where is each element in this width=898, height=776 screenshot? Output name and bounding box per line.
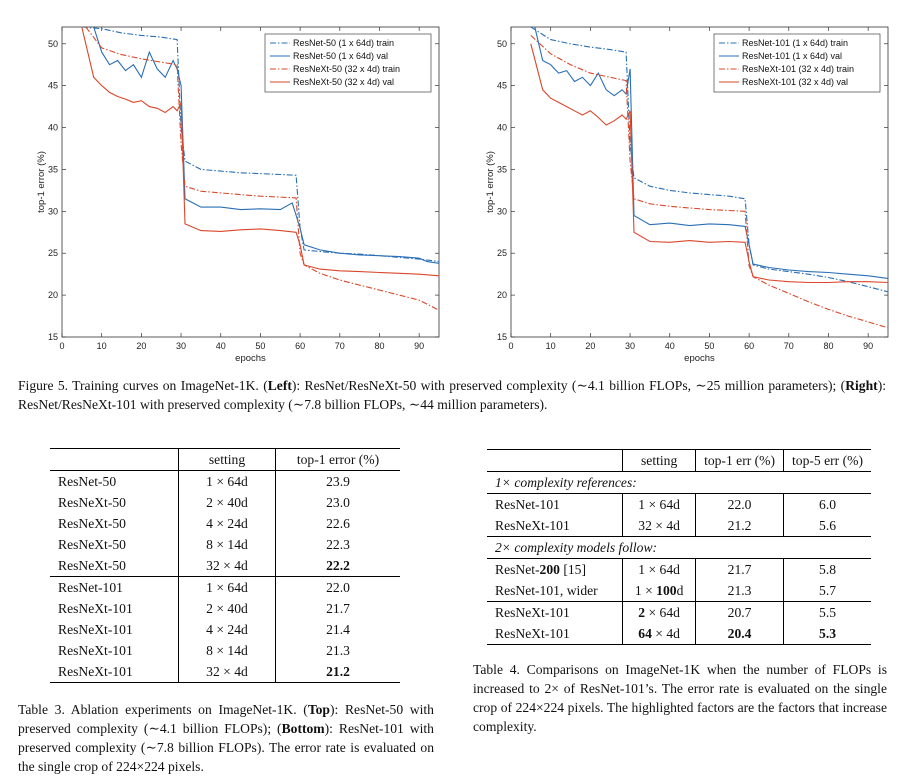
y-tick-label: 45 <box>48 81 58 91</box>
table-4: setting top-1 err (%) top-5 err (%) 1× c… <box>487 449 871 645</box>
table-row: ResNeXt-101 8 × 14d 21.3 <box>50 640 400 661</box>
table-row: ResNet-101 1 × 64d 22.0 6.0 <box>487 493 871 515</box>
x-tick-label: 20 <box>585 341 595 351</box>
legend-label: ResNeXt-101 (32 x 4d) val <box>742 77 848 87</box>
x-axis-label: epochs <box>235 353 266 364</box>
x-tick-label: 30 <box>625 341 635 351</box>
legend-label: ResNeXt-101 (32 x 4d) train <box>742 64 854 74</box>
y-tick-label: 25 <box>497 248 507 258</box>
legend <box>264 33 432 93</box>
series-line-3 <box>530 43 888 284</box>
chart-left: 0 10 20 30 40 50 60 70 80 90 15 20 25 30 35 40 45 50 epoch… <box>36 26 440 364</box>
table-row: ResNeXt-101 32 × 4d 21.2 5.6 <box>487 515 871 537</box>
x-tick-label: 40 <box>216 341 226 351</box>
table-4-caption: Table 4. Comparisons on ImageNet-1K when… <box>473 662 887 734</box>
x-tick-label: 80 <box>823 341 833 351</box>
table-row: ResNet-101 1 × 64d 22.0 <box>50 576 400 598</box>
table-3: setting top-1 error (%) ResNet-50 1 × 64… <box>50 448 400 683</box>
x-tick-label: 40 <box>665 341 675 351</box>
x-tick-label: 80 <box>374 341 384 351</box>
x-tick-label: 90 <box>414 341 424 351</box>
x-tick-label: 20 <box>136 341 146 351</box>
x-tick-label: 60 <box>295 341 305 351</box>
table-row: ResNet-200 [15] 1 × 64d 21.7 5.8 <box>487 558 871 580</box>
y-axis-label: top-1 error (%) <box>485 151 496 213</box>
series-line-0 <box>530 27 888 293</box>
y-tick-label: 15 <box>497 332 507 342</box>
x-tick-label: 50 <box>704 341 714 351</box>
series-line-1 <box>93 27 439 264</box>
x-tick-label: 30 <box>176 341 186 351</box>
x-tick-label: 70 <box>335 341 345 351</box>
table-row: ResNet-101, wider 1 × 100d 21.3 5.7 <box>487 580 871 602</box>
y-axis-label: top-1 error (%) <box>36 151 47 213</box>
series-line-2 <box>530 34 888 329</box>
y-tick-label: 35 <box>497 164 507 174</box>
x-tick-label: 10 <box>546 341 556 351</box>
legend-label: ResNet-50 (1 x 64d) train <box>293 38 394 48</box>
legend <box>713 33 881 93</box>
table-row: ResNeXt-50 4 × 24d 22.6 <box>50 513 400 534</box>
table-row: ResNeXt-101 2 × 40d 21.7 <box>50 598 400 619</box>
figure-5-caption: Figure 5. Training curves on ImageNet-1K… <box>18 378 886 412</box>
figure-label: Figure 5. <box>18 378 69 393</box>
legend-label: ResNet-101 (1 x 64d) val <box>742 51 842 61</box>
x-tick-label: 90 <box>863 341 873 351</box>
table-row: ResNeXt-101 2 × 64d 20.7 5.5 <box>487 601 871 623</box>
y-tick-label: 30 <box>497 206 507 216</box>
y-tick-label: 35 <box>48 164 58 174</box>
legend-label: ResNeXt-50 (32 x 4d) val <box>293 77 394 87</box>
x-tick-label: 0 <box>59 341 64 351</box>
legend-label: ResNet-101 (1 x 64d) train <box>742 38 848 48</box>
y-tick-label: 40 <box>497 123 507 133</box>
table-3-caption: Table 3. Ablation experiments on ImageNe… <box>18 702 434 774</box>
table-row: ResNeXt-101 64 × 4d 20.4 5.3 <box>487 623 871 645</box>
y-tick-label: 20 <box>48 290 58 300</box>
x-tick-label: 0 <box>508 341 513 351</box>
x-tick-label: 60 <box>744 341 754 351</box>
series-line-1 <box>534 27 888 279</box>
table-row: ResNeXt-50 32 × 4d 22.2 <box>50 555 400 577</box>
plot-frame <box>510 26 889 338</box>
y-tick-label: 15 <box>48 332 58 342</box>
y-tick-label: 45 <box>497 81 507 91</box>
table-section-heading: 2× complexity models follow: <box>487 537 871 559</box>
y-tick-label: 50 <box>497 39 507 49</box>
table-row: ResNeXt-101 4 × 24d 21.4 <box>50 619 400 640</box>
table-row: ResNeXt-50 2 × 40d 23.0 <box>50 492 400 513</box>
legend-label: ResNeXt-50 (32 x 4d) train <box>293 64 400 74</box>
series-line-2 <box>85 27 439 311</box>
table-row: ResNeXt-50 8 × 14d 22.3 <box>50 534 400 555</box>
x-axis-label: epochs <box>684 353 715 364</box>
y-tick-label: 25 <box>48 248 58 258</box>
y-tick-label: 20 <box>497 290 507 300</box>
x-tick-label: 50 <box>255 341 265 351</box>
x-tick-label: 70 <box>784 341 794 351</box>
table-header: setting top-1 error (%) <box>50 448 400 471</box>
legend-label: ResNet-50 (1 x 64d) val <box>293 51 388 61</box>
x-tick-label: 10 <box>97 341 107 351</box>
table-header: setting top-1 err (%) top-5 err (%) <box>487 449 871 472</box>
table-section-heading: 1× complexity references: <box>487 472 871 494</box>
table-row: ResNeXt-101 32 × 4d 21.2 <box>50 661 400 683</box>
y-tick-label: 50 <box>48 39 58 49</box>
chart-right: 0 10 20 30 40 50 60 70 80 90 15 20 25 30 35 40 45 50 epoch… <box>485 26 889 364</box>
series-line-3 <box>81 27 439 277</box>
plot-frame <box>61 26 440 338</box>
table-row: ResNet-50 1 × 64d 23.9 <box>50 470 400 492</box>
y-tick-label: 30 <box>48 206 58 216</box>
y-tick-label: 40 <box>48 123 58 133</box>
